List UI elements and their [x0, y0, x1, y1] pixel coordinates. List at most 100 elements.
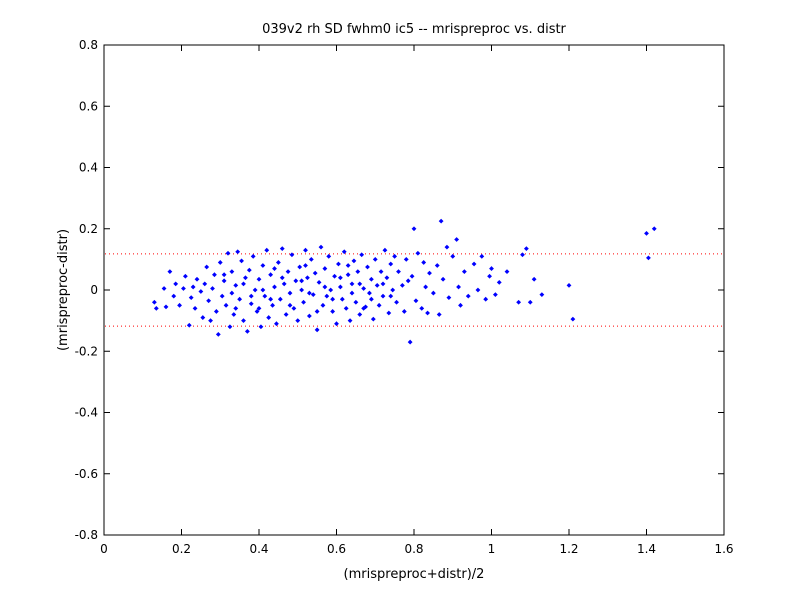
data-point — [268, 272, 274, 278]
data-point — [527, 299, 533, 305]
data-point — [194, 276, 200, 282]
data-point — [264, 247, 270, 253]
data-point — [277, 296, 283, 302]
x-tick-label: 1.6 — [714, 542, 733, 556]
y-tick-label: -0.6 — [75, 467, 98, 481]
data-point — [396, 269, 401, 275]
data-point — [171, 293, 177, 299]
data-point — [283, 312, 289, 317]
data-point — [167, 269, 173, 275]
data-point — [337, 284, 343, 290]
data-point — [361, 286, 367, 291]
data-point — [182, 273, 188, 279]
data-point — [345, 272, 351, 278]
data-point — [523, 246, 529, 252]
data-point — [206, 298, 212, 304]
data-point — [177, 302, 182, 308]
data-point — [489, 266, 494, 271]
data-point — [181, 286, 186, 291]
data-point — [382, 247, 388, 253]
data-point — [208, 318, 213, 324]
data-point — [306, 313, 312, 319]
data-point — [287, 290, 293, 296]
data-point — [260, 263, 266, 268]
data-point — [215, 332, 221, 337]
data-point — [229, 269, 235, 275]
data-point — [332, 273, 337, 279]
data-point — [299, 287, 305, 293]
data-point — [450, 253, 456, 259]
data-point — [223, 302, 229, 308]
data-point — [359, 252, 365, 258]
data-point — [372, 256, 378, 262]
data-point — [341, 249, 347, 255]
data-point — [386, 310, 392, 316]
data-point — [233, 305, 239, 311]
data-point — [438, 218, 444, 224]
data-point — [368, 276, 374, 282]
data-point — [237, 296, 243, 302]
data-point — [225, 250, 231, 256]
data-point — [303, 263, 308, 268]
data-point — [275, 260, 281, 265]
data-point — [266, 315, 272, 320]
data-point — [270, 302, 275, 308]
data-point — [413, 298, 419, 304]
y-tick-label: -0.4 — [75, 406, 98, 420]
data-point — [446, 295, 452, 301]
data-point — [347, 318, 353, 324]
data-point — [415, 250, 421, 256]
data-point — [367, 290, 372, 296]
data-point — [256, 276, 262, 282]
data-point — [405, 278, 411, 284]
data-point — [531, 276, 537, 282]
data-point — [289, 252, 295, 258]
data-point — [221, 278, 227, 284]
x-axis-ticks: 0 0.2 0.4 0.6 0.8 1 1.2 1.4 1.6 — [100, 45, 734, 556]
data-point — [241, 281, 246, 287]
data-point — [310, 292, 316, 297]
data-point — [260, 287, 266, 293]
data-point — [425, 310, 430, 316]
data-point — [388, 293, 394, 299]
data-point — [322, 266, 328, 271]
data-point — [161, 286, 167, 291]
data-point — [316, 279, 322, 285]
data-point — [312, 270, 318, 276]
data-point — [434, 263, 440, 268]
data-point — [192, 305, 198, 311]
data-point — [365, 264, 370, 270]
data-point — [458, 302, 463, 308]
x-tick-label: 0.2 — [172, 542, 191, 556]
data-point — [421, 260, 427, 265]
data-point — [186, 322, 192, 328]
data-point — [250, 253, 256, 259]
data-point — [487, 273, 492, 279]
data-point — [221, 272, 227, 278]
data-point — [217, 260, 223, 265]
data-point — [378, 269, 384, 275]
data-point — [314, 327, 320, 333]
data-point — [403, 256, 409, 262]
data-point — [423, 284, 429, 290]
data-point — [339, 296, 345, 302]
data-point — [388, 261, 394, 267]
data-point — [322, 284, 328, 290]
data-point — [471, 261, 477, 267]
x-tick-label: 0 — [100, 542, 108, 556]
data-point — [419, 305, 425, 311]
y-axis-label: (mrispreproc-distr) — [56, 229, 71, 351]
data-point — [233, 283, 239, 288]
data-point — [244, 328, 250, 334]
data-point — [492, 292, 498, 297]
data-point — [212, 272, 217, 278]
y-tick-label: 0 — [90, 283, 98, 297]
data-point — [151, 299, 157, 305]
data-point — [219, 293, 225, 299]
data-point — [330, 309, 336, 314]
data-point — [349, 290, 355, 296]
data-point — [363, 304, 368, 310]
data-point — [204, 264, 210, 270]
data-point — [272, 284, 277, 290]
data-point — [370, 316, 376, 322]
